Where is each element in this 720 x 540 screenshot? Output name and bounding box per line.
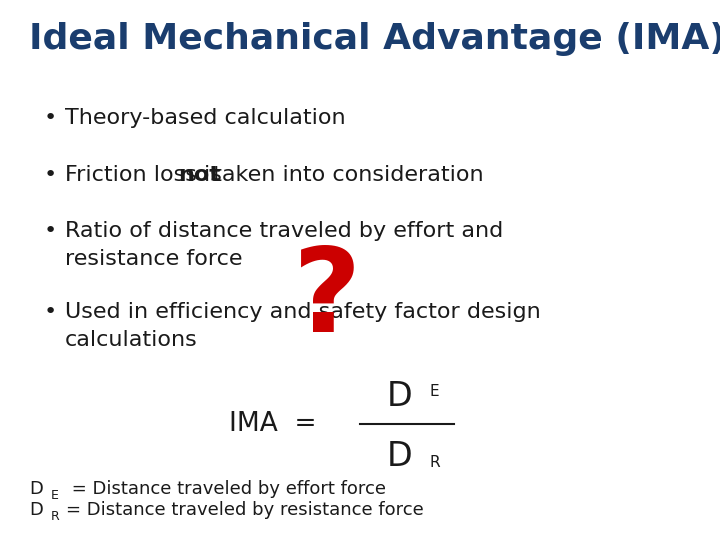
Text: •: • [43,108,56,128]
Text: Ratio of distance traveled by effort and
resistance force: Ratio of distance traveled by effort and… [65,221,503,268]
Text: •: • [43,221,56,241]
Text: E: E [430,384,439,399]
Text: R: R [50,510,59,523]
Text: taken into consideration: taken into consideration [206,165,484,185]
Text: Used in efficiency and safety factor design
calculations: Used in efficiency and safety factor des… [65,302,541,349]
Text: E: E [50,489,58,502]
Text: Ideal Mechanical Advantage (IMA): Ideal Mechanical Advantage (IMA) [29,22,720,56]
Text: R: R [430,455,441,470]
Text: ?: ? [294,242,361,357]
Text: D: D [387,380,413,414]
Text: •: • [43,165,56,185]
Text: = Distance traveled by resistance force: = Distance traveled by resistance force [66,501,424,519]
Text: Theory-based calculation: Theory-based calculation [65,108,346,128]
Text: •: • [43,302,56,322]
Text: D: D [29,480,42,498]
Text: = Distance traveled by effort force: = Distance traveled by effort force [66,480,386,498]
Text: D: D [29,501,42,519]
Text: not: not [179,165,220,185]
Text: IMA  =: IMA = [229,411,317,437]
Text: Friction loss is: Friction loss is [65,165,229,185]
Text: D: D [387,440,413,473]
